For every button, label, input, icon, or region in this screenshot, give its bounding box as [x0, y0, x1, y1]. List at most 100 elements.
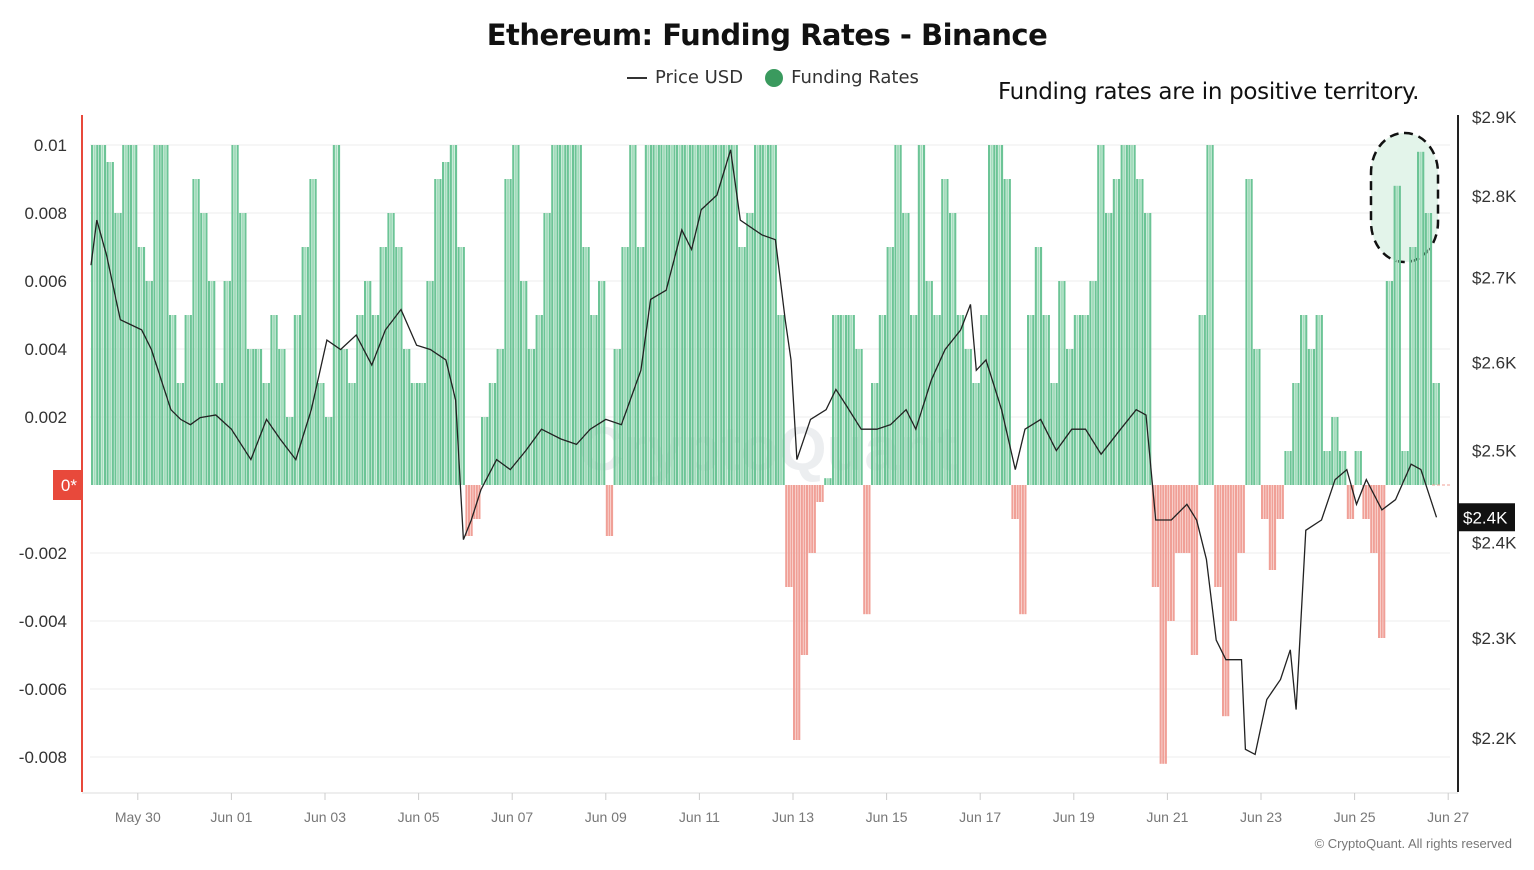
- funding-bar: [462, 247, 465, 485]
- funding-bar: [1097, 145, 1100, 485]
- funding-bar: [358, 315, 361, 485]
- funding-bar: [366, 281, 369, 485]
- funding-bar: [1237, 485, 1240, 553]
- funding-bar: [1094, 281, 1097, 485]
- funding-bar: [652, 145, 655, 485]
- funding-bar: [392, 213, 395, 485]
- funding-bar: [101, 145, 104, 485]
- funding-bar: [1263, 485, 1266, 519]
- funding-bar: [481, 417, 484, 485]
- funding-bar: [124, 145, 127, 485]
- funding-bar: [1076, 315, 1079, 485]
- funding-bar: [663, 145, 666, 485]
- funding-bar: [1331, 417, 1334, 485]
- funding-bar: [1266, 485, 1269, 519]
- funding-bar: [244, 213, 247, 485]
- funding-bar: [1417, 151, 1420, 486]
- funding-bar: [764, 145, 767, 485]
- legend-funding[interactable]: Funding Rates: [791, 67, 919, 88]
- funding-bar: [1011, 485, 1014, 519]
- funding-bar: [1206, 145, 1209, 485]
- funding-bar: [852, 315, 855, 485]
- funding-bar: [1034, 247, 1037, 485]
- funding-bar: [416, 383, 419, 485]
- funding-bar: [845, 315, 848, 485]
- funding-bar: [574, 145, 577, 485]
- funding-bar: [1110, 213, 1113, 485]
- funding-bar: [400, 247, 403, 485]
- funding-bar: [525, 281, 528, 485]
- funding-bar: [1089, 281, 1092, 485]
- right-axis-tick-label: $2.9K: [1472, 108, 1517, 127]
- funding-bar: [106, 162, 109, 485]
- funding-bar: [535, 315, 538, 485]
- funding-bar: [917, 145, 920, 485]
- funding-bar: [1180, 485, 1183, 553]
- funding-bar: [104, 145, 107, 485]
- funding-bar: [1326, 451, 1329, 485]
- funding-bar: [262, 383, 265, 485]
- funding-bar: [1027, 315, 1030, 485]
- left-axis-tick-label: -0.002: [19, 544, 67, 563]
- funding-bar: [340, 349, 343, 485]
- funding-bar: [1172, 485, 1175, 621]
- funding-bar: [1112, 179, 1115, 485]
- funding-bar: [517, 145, 520, 485]
- funding-bar: [803, 485, 806, 655]
- funding-bar: [304, 247, 307, 485]
- x-axis-tick-label: Jun 05: [398, 809, 440, 825]
- funding-bar: [1177, 485, 1180, 553]
- funding-bar: [761, 145, 764, 485]
- funding-bar: [283, 349, 286, 485]
- funding-bar: [291, 417, 294, 485]
- funding-bar: [1357, 451, 1360, 485]
- funding-bar: [1141, 179, 1144, 485]
- funding-bar: [421, 383, 424, 485]
- funding-bar: [1341, 451, 1344, 485]
- funding-bar: [694, 145, 697, 485]
- x-axis-tick-label: Jun 25: [1334, 809, 1376, 825]
- funding-bar: [122, 145, 125, 485]
- legend-price[interactable]: Price USD: [655, 67, 744, 88]
- funding-bar: [117, 213, 120, 485]
- funding-bar: [434, 179, 437, 485]
- funding-bar: [1393, 185, 1396, 486]
- funding-bar: [1128, 145, 1131, 485]
- funding-bar: [408, 349, 411, 485]
- funding-bar: [665, 145, 668, 485]
- funding-bar: [119, 213, 122, 485]
- funding-bar: [1209, 145, 1212, 485]
- funding-bar: [1432, 383, 1435, 485]
- funding-bar: [254, 349, 257, 485]
- funding-bar: [369, 281, 372, 485]
- funding-bar: [1021, 485, 1024, 615]
- funding-bar: [1037, 247, 1040, 485]
- x-axis-tick-label: Jun 19: [1053, 809, 1095, 825]
- funding-bar: [954, 213, 957, 485]
- funding-bar: [886, 247, 889, 485]
- funding-bar: [1284, 451, 1287, 485]
- funding-bar: [509, 179, 512, 485]
- x-axis-tick-label: Jun 17: [959, 809, 1001, 825]
- funding-bar: [249, 349, 252, 485]
- funding-bar: [234, 145, 237, 485]
- funding-bar: [1430, 213, 1433, 485]
- funding-bar: [403, 349, 406, 485]
- funding-bar: [1279, 485, 1282, 519]
- funding-bar: [236, 145, 239, 485]
- funding-bar: [504, 179, 507, 485]
- funding-bar: [387, 213, 390, 485]
- funding-bar: [210, 281, 213, 485]
- funding-bar: [579, 145, 582, 485]
- annotation-text: Funding rates are in positive territory.: [998, 79, 1420, 105]
- funding-bar: [605, 485, 608, 536]
- funding-bar: [1164, 485, 1167, 764]
- funding-bar: [637, 247, 640, 485]
- funding-bar: [447, 162, 450, 485]
- funding-bar: [1068, 349, 1071, 485]
- right-axis-tick-label: $2.8K: [1472, 187, 1517, 206]
- x-axis-tick-label: Jun 09: [585, 809, 627, 825]
- left-axis-tick-label: -0.008: [19, 748, 67, 767]
- x-axis-tick-label: Jun 21: [1146, 809, 1188, 825]
- funding-bar: [478, 485, 481, 519]
